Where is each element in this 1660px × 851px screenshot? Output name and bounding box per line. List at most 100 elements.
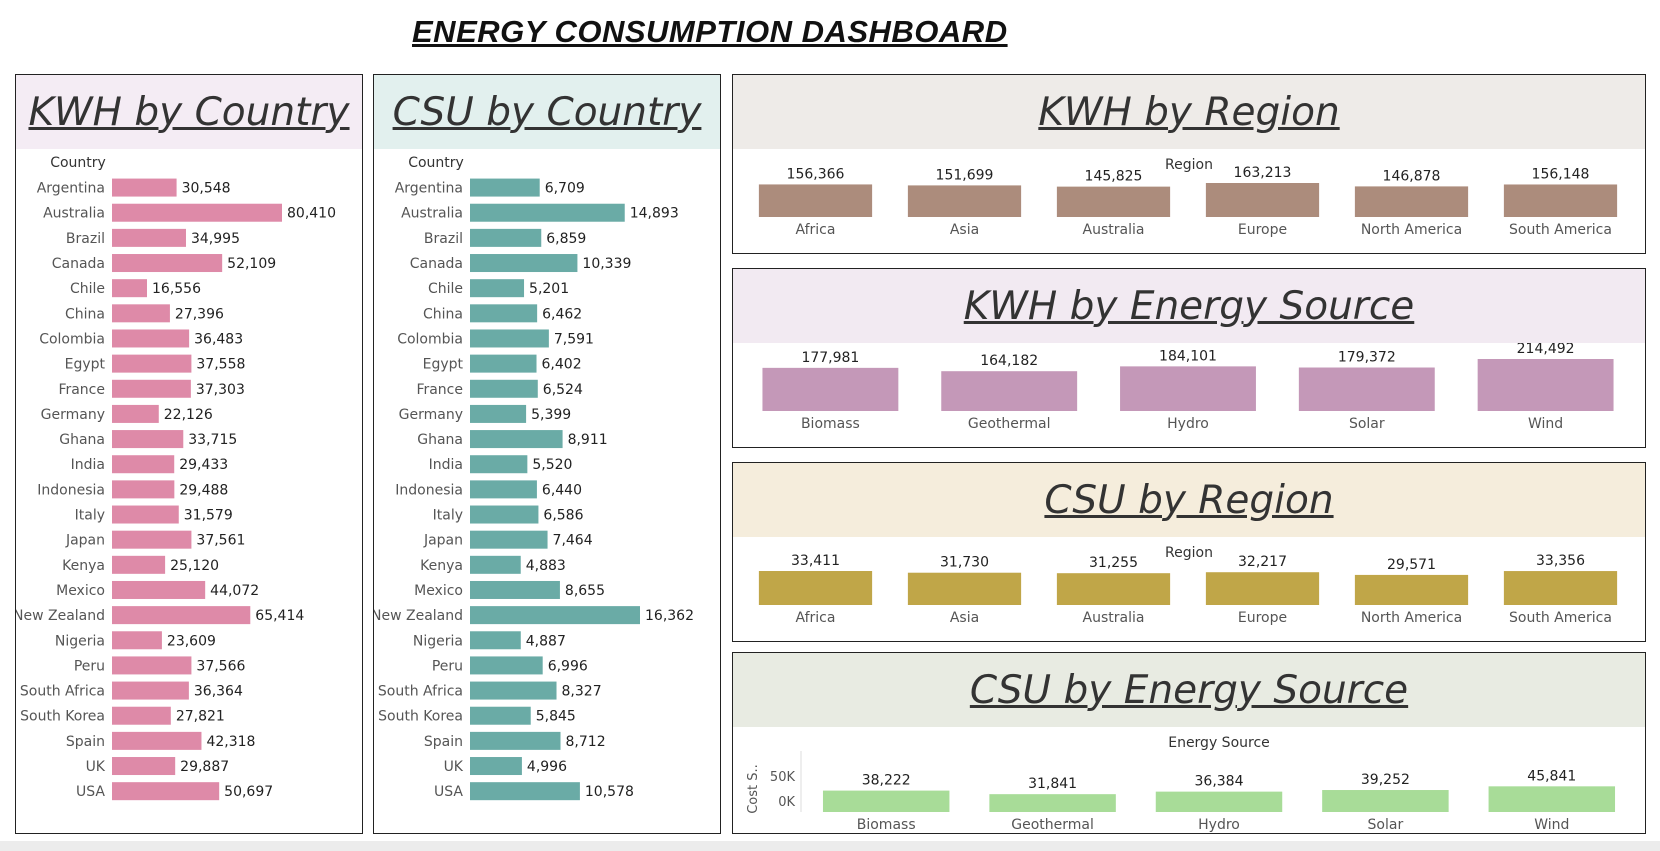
panel-title: CSU by Energy Source [969,667,1409,713]
category-label: Egypt [65,357,106,373]
kwh-by-country-chart: Country Argentina 30,548 Australia 80,410 Bra… [16,155,336,801]
bar [112,329,190,348]
bar [470,480,537,499]
category-label: Kenya [62,558,105,574]
bar [112,505,179,524]
data-label: 5,201 [529,281,569,297]
data-label: 8,712 [566,734,606,750]
axis-label: Energy Source [1168,735,1270,751]
bar [1205,572,1320,605]
category-label: Indonesia [37,482,105,498]
csu-by-country-chart: Country Argentina 6,709 Australia 14,893 Braz… [374,155,694,801]
bar [112,530,192,549]
bar [1503,184,1618,217]
bar [470,555,521,574]
bar [470,580,560,599]
bar [112,631,162,650]
panel-header: CSU by Region [733,463,1645,537]
category-label: Solar [1349,416,1385,432]
data-label: 45,841 [1527,768,1576,784]
data-label: 33,715 [188,432,237,448]
category-label: UK [444,759,464,775]
data-label: 42,318 [206,734,255,750]
bar [470,631,521,650]
bar [470,203,625,222]
bar [470,757,522,776]
bar [470,782,580,801]
category-label: Argentina [37,181,105,197]
category-label: USA [76,784,105,800]
data-label: 36,384 [1195,774,1244,790]
bar [470,455,528,474]
category-label: Wind [1534,817,1569,833]
category-label: Australia [43,206,105,222]
data-label: 4,883 [526,558,566,574]
y-tick-label: 50K [770,770,796,785]
category-label: Hydro [1167,416,1209,432]
data-label: 39,252 [1361,772,1410,788]
bar [112,656,192,675]
bar [112,681,189,700]
bar [112,706,171,725]
bar [758,571,873,605]
category-label: South Korea [378,709,463,725]
panel-title: CSU by Country [392,89,702,135]
data-label: 29,887 [180,759,229,775]
data-label: 184,101 [1159,348,1217,364]
bar [1298,367,1435,411]
data-label: 16,362 [645,608,694,624]
category-label: Japan [423,533,463,549]
bar [112,379,191,398]
bar [112,757,176,776]
category-label: Mexico [414,583,463,599]
category-label: Hydro [1198,817,1240,833]
category-label: Peru [74,658,105,674]
panel-title: CSU by Region [1044,477,1334,523]
data-label: 44,072 [210,583,259,599]
bar [470,254,578,273]
category-label: France [58,382,105,398]
bar [112,430,184,449]
kwh-by-region-panel: KWH by Region Region 156,366 Africa 151,699… [732,74,1646,254]
axis-label: Region [1165,545,1213,561]
data-label: 6,462 [542,306,582,322]
bar [112,203,282,222]
data-label: 22,126 [164,407,213,423]
data-label: 10,578 [585,784,634,800]
bar [112,178,177,197]
bar [112,304,170,323]
category-label: Canada [52,256,105,272]
dashboard-title: ENERGY CONSUMPTION DASHBOARD [412,14,1008,49]
bar [470,656,543,675]
bar [1354,186,1469,217]
category-label: Canada [410,256,463,272]
bar [470,279,525,298]
bar [112,228,186,247]
data-label: 6,709 [545,181,585,197]
y-tick-label: 0K [778,795,795,810]
data-label: 37,566 [196,658,245,674]
bar [112,580,206,599]
category-label: Argentina [395,181,463,197]
kwh-by-country-panel: KWH by Country Country Argentina 30,548 Aus… [15,74,363,834]
bar [112,555,166,574]
category-label: Italy [75,508,105,524]
data-label: 156,148 [1532,166,1590,182]
bar [1120,366,1256,411]
bottom-scroll-edge [0,841,1660,851]
bar [1205,183,1320,217]
category-label: South Africa [20,684,105,700]
csu-by-country-panel: CSU by Country Country Argentina 6,709 Aust… [373,74,721,834]
bar [470,178,540,197]
category-label: Geothermal [968,416,1051,432]
axis-label: Country [408,155,464,171]
data-label: 27,396 [175,306,224,322]
category-label: South America [1509,222,1612,238]
category-label: Spain [424,734,463,750]
category-label: Germany [399,407,463,423]
category-label: Indonesia [395,482,463,498]
data-label: 156,366 [787,166,845,182]
data-label: 14,893 [630,206,679,222]
axis-label: Country [50,155,106,171]
bar [1056,186,1171,217]
